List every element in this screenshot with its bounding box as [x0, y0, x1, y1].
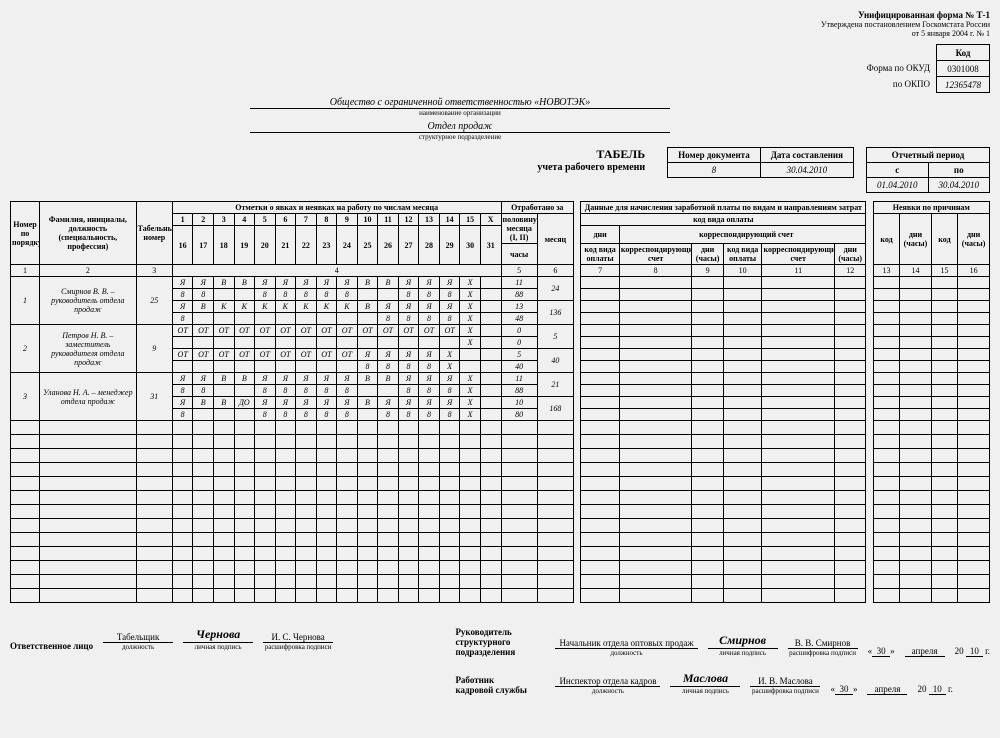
period-from-label: с	[867, 163, 929, 178]
period-table: Отчетный период с по 01.04.2010 30.04.20…	[866, 147, 990, 193]
period-from: 01.04.2010	[867, 178, 929, 193]
resp-sign: Чернова	[183, 627, 253, 643]
code-header: Код	[937, 45, 990, 61]
codes-block: Форма по ОКУД по ОКПО Код 0301008 123654…	[10, 44, 990, 93]
head-name: В. В. Смирнов	[788, 638, 858, 649]
period-title: Отчетный период	[867, 148, 990, 163]
org-name-caption: наименование организации	[250, 109, 670, 117]
signatures: Ответственное лицо Табельщикдолжность Че…	[10, 627, 990, 695]
head-label: Руководитель структурного подразделения	[455, 627, 545, 657]
doc-date: 30.04.2010	[760, 163, 853, 178]
doc-num: 8	[668, 163, 761, 178]
okud-label: Форма по ОКУД	[867, 60, 930, 76]
timesheet-table: Номер по порядкуФамилия, инициалы, должн…	[10, 201, 990, 603]
org-name: Общество с ограниченной ответственностью…	[250, 97, 670, 109]
hr-name: И. В. Маслова	[750, 676, 820, 687]
okpo-label: по ОКПО	[867, 76, 930, 92]
resp-pos: Табельщик	[103, 632, 173, 643]
codes-table: Код 0301008 12365478	[936, 44, 990, 93]
org-block: Общество с ограниченной ответственностью…	[250, 97, 670, 141]
form-sub2: от 5 января 2004 г. № 1	[10, 29, 990, 38]
resp-name: И. С. Чернова	[263, 632, 333, 643]
doc-date-label: Дата составления	[760, 148, 853, 163]
hr-sign: Маслова	[670, 671, 740, 687]
hr-pos: Инспектор отдела кадров	[555, 676, 660, 687]
head-pos: Начальник отдела оптовых продаж	[555, 638, 697, 649]
head-sign: Смирнов	[708, 633, 778, 649]
form-title: Унифицированная форма № Т-1	[10, 10, 990, 20]
resp-label: Ответственное лицо	[10, 641, 93, 651]
org-dept: Отдел продаж	[250, 121, 670, 133]
org-dept-caption: структурное подразделение	[250, 133, 670, 141]
form-header: Унифицированная форма № Т-1 Утверждена п…	[10, 10, 990, 38]
form-sub1: Утверждена постановлением Госкомстата Ро…	[10, 20, 990, 29]
doc-title-2: учета рабочего времени	[10, 162, 645, 173]
doc-num-label: Номер документа	[668, 148, 761, 163]
title-row: ТАБЕЛЬ учета рабочего времени Номер доку…	[10, 147, 990, 193]
hr-label: Работник кадровой службы	[455, 675, 545, 695]
period-to: 30.04.2010	[928, 178, 990, 193]
doc-info-table: Номер документа Дата составления 8 30.04…	[667, 147, 854, 178]
okud-value: 0301008	[937, 61, 990, 77]
doc-title-1: ТАБЕЛЬ	[10, 147, 645, 162]
okpo-value: 12365478	[937, 77, 990, 93]
period-to-label: по	[928, 163, 990, 178]
